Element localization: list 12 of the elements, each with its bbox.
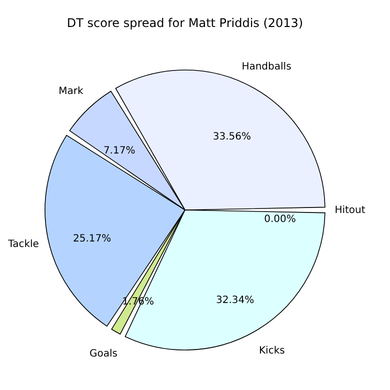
category-label: Hitout	[334, 205, 366, 216]
slice-label: Goals	[90, 348, 118, 360]
slice-label: Mark	[58, 86, 84, 97]
chart-title: DT score spread for Matt Priddis (2013)	[66, 16, 304, 30]
slice-label: Handballs	[242, 62, 292, 73]
data-label: 32.34%	[216, 294, 254, 306]
text: 0.00%	[264, 214, 296, 225]
slice-label: Kicks	[258, 345, 285, 356]
data-label: 7.17%	[103, 145, 136, 156]
data-label: 25.17%	[72, 234, 112, 245]
data-label: 33.56%	[212, 131, 251, 142]
slice-label: Tackle	[7, 239, 39, 250]
